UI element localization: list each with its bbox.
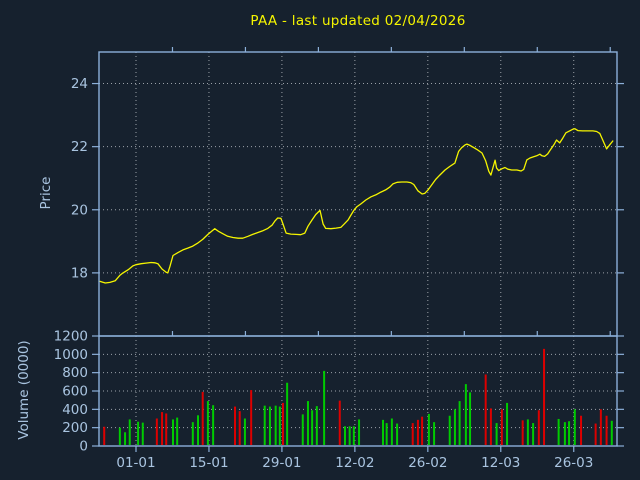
volume-tick-label: 0 (79, 439, 88, 455)
x-tick-label: 01-01 (116, 455, 155, 471)
price-tick-label: 20 (71, 202, 88, 218)
price-tick-label: 24 (71, 76, 88, 92)
x-tick-label: 12-03 (481, 455, 520, 471)
x-tick-label: 26-02 (408, 455, 447, 471)
x-tick-label: 12-02 (335, 455, 374, 471)
price-line (99, 128, 614, 284)
volume-panel-frame (98, 335, 618, 447)
volume-tick-label: 600 (62, 384, 88, 400)
volume-tick-label: 400 (62, 402, 88, 418)
price-tick-label: 18 (71, 265, 88, 281)
chart-title: PAA - last updated 02/04/2026 (250, 13, 466, 29)
volume-tick-label: 800 (62, 365, 88, 381)
x-tick-label: 15-01 (189, 455, 228, 471)
price-panel-frame (98, 51, 618, 337)
volume-tick-label: 1000 (54, 347, 88, 363)
volume-tick-label: 1200 (54, 329, 88, 345)
price-tick-label: 22 (71, 139, 88, 155)
volume-tick-label: 200 (62, 420, 88, 436)
x-tick-label: 26-03 (554, 455, 593, 471)
x-tick-label: 29-01 (262, 455, 301, 471)
